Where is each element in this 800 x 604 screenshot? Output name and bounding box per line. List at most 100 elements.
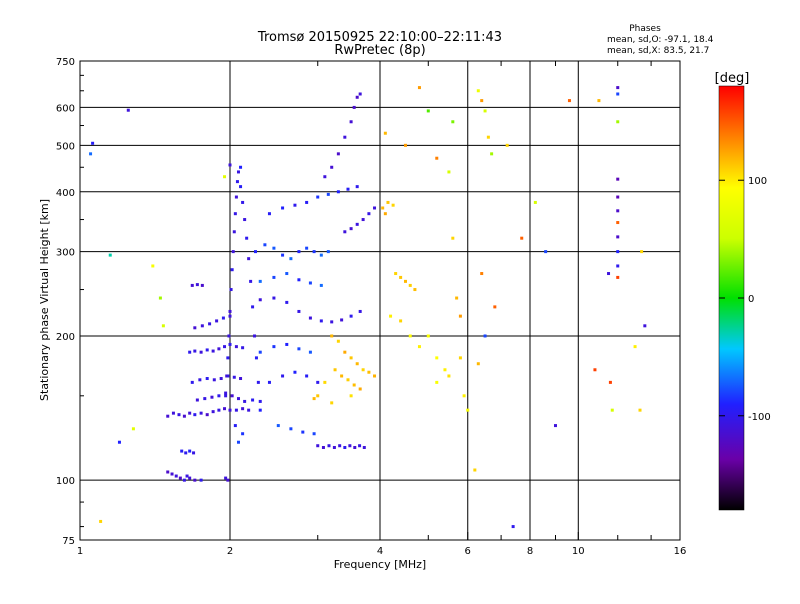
data-point [458, 314, 462, 318]
data-point [281, 374, 285, 378]
data-point [616, 275, 620, 279]
data-point [215, 319, 219, 323]
data-point [228, 408, 232, 412]
data-point [336, 190, 340, 194]
data-point [319, 283, 323, 287]
data-point [610, 408, 614, 412]
data-points [89, 86, 647, 529]
data-point [108, 253, 112, 257]
data-point [355, 222, 359, 226]
data-point [633, 345, 637, 349]
data-point [272, 296, 276, 300]
data-point [355, 185, 359, 189]
x-tick-label: 2 [227, 546, 233, 557]
data-point [195, 283, 199, 287]
data-point [312, 397, 316, 401]
data-point [352, 105, 356, 109]
data-point [221, 316, 225, 320]
data-point [258, 408, 262, 412]
data-point [281, 206, 285, 210]
data-point [211, 410, 215, 414]
data-point [226, 356, 230, 360]
colorbar-tick-label: -100 [748, 412, 771, 423]
data-point [321, 445, 325, 449]
data-point [219, 377, 223, 381]
data-point [241, 407, 245, 411]
y-tick-label: 100 [56, 476, 75, 487]
colorbar-tick-label: 0 [748, 294, 754, 305]
y-tick-label: 75 [62, 536, 75, 547]
data-point [381, 206, 385, 210]
data-point [323, 380, 327, 384]
data-point [217, 394, 221, 398]
data-point [267, 380, 271, 384]
data-point [343, 350, 347, 354]
data-point [389, 314, 393, 318]
data-point [228, 163, 232, 167]
data-point [358, 444, 362, 448]
data-point [476, 362, 480, 366]
data-point [174, 474, 178, 478]
data-point [243, 218, 247, 222]
stats-line-x: mean, sd,X: 83.5, 21.7 [607, 46, 709, 56]
data-point [505, 143, 509, 147]
data-point [170, 472, 174, 476]
data-point [297, 278, 301, 282]
data-point [243, 399, 247, 403]
data-point [229, 288, 233, 292]
data-point [451, 120, 455, 124]
data-point [346, 187, 350, 191]
data-point [349, 227, 353, 231]
data-point [203, 397, 207, 401]
data-point [308, 316, 312, 320]
data-point [234, 345, 238, 349]
data-point [490, 152, 494, 156]
data-point [285, 272, 289, 276]
data-point [205, 413, 209, 417]
data-point [312, 432, 316, 436]
data-point [200, 283, 204, 287]
y-tick-label: 400 [56, 188, 75, 199]
colorbar-ticks: 100 0 -100 [719, 176, 771, 423]
data-point [247, 257, 251, 261]
data-point [616, 195, 620, 199]
data-point [285, 300, 289, 304]
data-point [223, 175, 227, 179]
data-point [616, 120, 620, 124]
data-point [228, 314, 232, 318]
data-point [640, 250, 644, 254]
data-point [362, 445, 366, 449]
data-point [533, 200, 537, 204]
data-point [231, 250, 235, 254]
colorbar-tick-label: 100 [748, 176, 767, 187]
data-point [249, 279, 253, 283]
data-point [228, 342, 232, 346]
data-point [126, 108, 130, 112]
data-point [383, 131, 387, 135]
y-tick-label: 600 [56, 103, 75, 114]
data-point [293, 203, 297, 207]
data-point [258, 279, 262, 283]
data-point [316, 195, 320, 199]
data-point [199, 350, 203, 354]
chart-subtitle: RwPretec (8p) [334, 43, 425, 58]
x-tick-label: 6 [465, 546, 471, 557]
data-point [413, 288, 417, 292]
data-point [326, 250, 330, 254]
data-point [355, 95, 359, 99]
data-point [297, 309, 301, 313]
y-tick-label: 300 [56, 248, 75, 259]
colorbar-unit-label: [deg] [715, 71, 750, 86]
data-point [276, 424, 280, 428]
data-point [241, 432, 245, 436]
data-point [391, 203, 395, 207]
data-point [403, 143, 407, 147]
data-point [267, 212, 271, 216]
data-point [195, 398, 199, 402]
data-point [236, 440, 240, 444]
data-point [349, 356, 353, 360]
data-point [343, 135, 347, 139]
data-point [251, 305, 255, 309]
data-point [228, 309, 232, 313]
